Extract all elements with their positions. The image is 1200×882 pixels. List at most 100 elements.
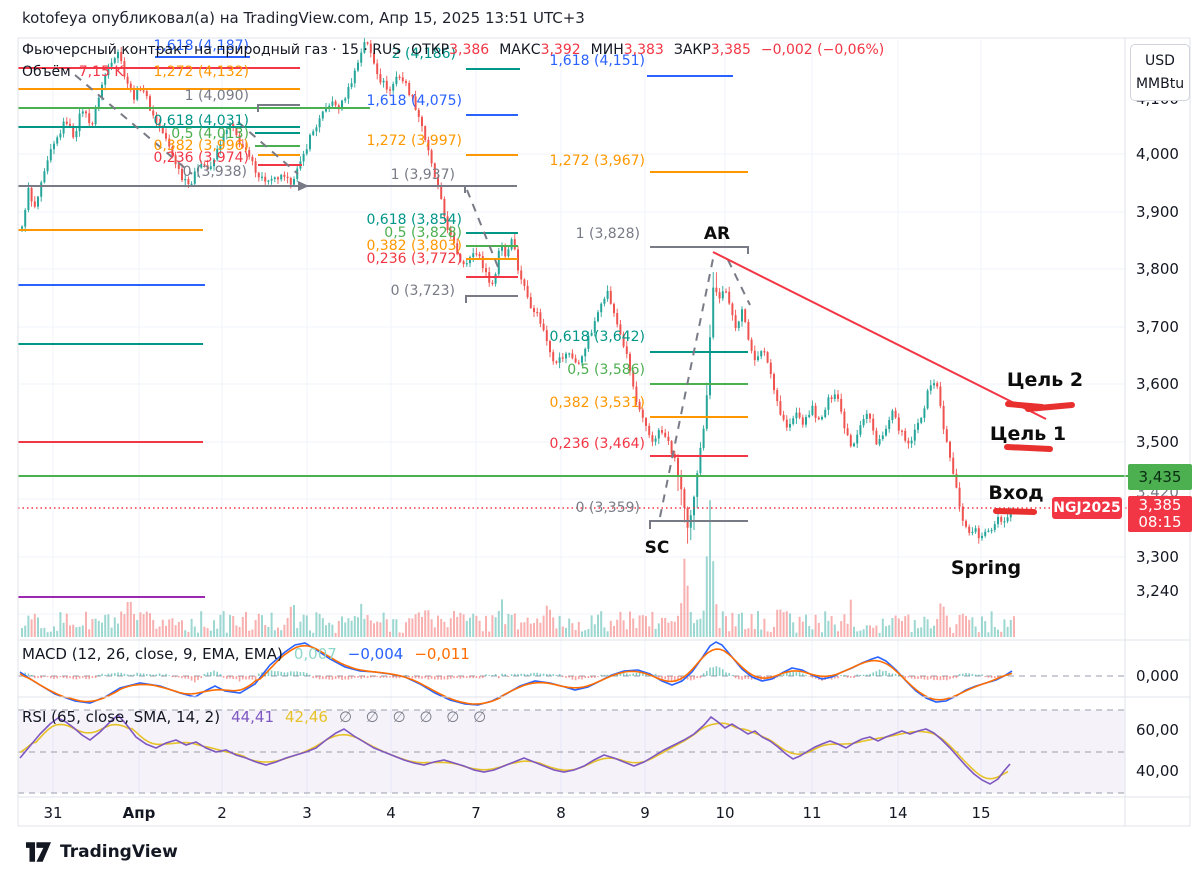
fib-level-label[interactable]: 1,618 (4,151): [549, 53, 645, 69]
ohlc-low: МИН3,383: [590, 42, 664, 58]
macd-title[interactable]: MACD (12, 26, close, 9, EMA, EMA): [22, 645, 283, 663]
gray-structures: [18, 74, 751, 529]
time-axis-label: 8: [556, 804, 566, 822]
annotation-target2[interactable]: Цель 2: [1006, 369, 1084, 391]
fib-level-label[interactable]: 2 (4,186): [392, 46, 456, 62]
red-markers: [993, 401, 1075, 515]
price-axis-label: 0,000: [1136, 667, 1179, 685]
time-axis-label: 2: [217, 804, 227, 822]
indicator-value: 44,41: [231, 708, 275, 726]
volume-label[interactable]: Объём: [22, 64, 71, 80]
horizontal-levels: [18, 475, 1128, 509]
footer-brand-label: TradingView: [60, 842, 178, 862]
annotation-ar[interactable]: AR: [703, 224, 731, 244]
price-axis-label: 3,500: [1136, 433, 1179, 451]
level-price-box-green: 3,435: [1128, 464, 1192, 490]
annotation-entry[interactable]: Вход: [988, 482, 1044, 504]
axis-unit-currency: USD: [1145, 53, 1175, 69]
rsi-pane: [19, 713, 1011, 785]
time-axis-label: 11: [802, 804, 822, 822]
rsi-empty-set-values: ∅ ∅ ∅ ∅ ∅ ∅: [338, 708, 487, 726]
macd-legend: MACD (12, 26, close, 9, EMA, EMA) 0,007 −0…: [22, 645, 470, 663]
indicator-value: 0,007: [293, 645, 337, 663]
time-axis-label: Апр: [122, 804, 156, 822]
fib-level-label[interactable]: 0,5 (3,586): [567, 362, 645, 378]
time-axis-label: 14: [888, 804, 908, 822]
legend-line1: Фьючерсный контракт на природный газ · 1…: [22, 40, 884, 60]
fib-level-label[interactable]: 0,5 (3,828): [384, 225, 462, 241]
price-axis-label: 3,700: [1136, 318, 1179, 336]
contract-badge[interactable]: NGJ2025: [1052, 497, 1122, 519]
fib-level-label[interactable]: 0,382 (3,803): [366, 238, 462, 254]
byline: kotofeya опубликовал(а) на TradingView.c…: [22, 9, 585, 27]
fib-level-label[interactable]: 0,5 (4,013): [171, 126, 249, 142]
price-axis-label: 3,900: [1136, 203, 1179, 221]
rsi-legend: RSI (65, close, SMA, 14, 2) 44,41 42,46 ∅ ∅…: [22, 708, 486, 726]
time-axis-label: 10: [715, 804, 735, 822]
fib-level-label[interactable]: 1,272 (3,997): [366, 133, 462, 149]
axis-unit-button[interactable]: USD MMBtu: [1130, 44, 1190, 101]
annotation-sc[interactable]: SC: [644, 538, 670, 558]
price-axis-label: 40,00: [1136, 762, 1179, 780]
fib-level-label[interactable]: 0 (3,938): [183, 164, 247, 180]
price-axis-label: 3,600: [1136, 375, 1179, 393]
fibonacci-labels: 1,618 (4,187) 1,272 (4,132) 1 (4,090) 0,618…: [153, 38, 645, 516]
annotation-target1[interactable]: Цель 1: [989, 423, 1067, 445]
fib-level-label[interactable]: 0,236 (3,772): [366, 251, 462, 267]
change-value: −0,002 (−0,06%): [760, 42, 885, 58]
indicator-value: 42,46: [285, 708, 328, 726]
frame-borders: [17, 37, 1191, 827]
axis-unit-measure: MMBtu: [1135, 76, 1185, 92]
volume-value: 7,15 K: [78, 64, 124, 80]
ohlc-open: ОТКР3,386: [411, 42, 490, 58]
rsi-title[interactable]: RSI (65, close, SMA, 14, 2): [22, 708, 221, 726]
macd-values: 0,007 −0,004 −0,011: [283, 645, 470, 663]
fib-level-label[interactable]: 0 (3,723): [391, 283, 455, 299]
rsi-values: 44,41 42,46: [220, 708, 328, 726]
price-axis-label: 3,800: [1136, 260, 1179, 278]
price-axis-label: 60,00: [1136, 721, 1179, 739]
fib-level-label[interactable]: 0,382 (3,996): [153, 138, 249, 154]
annotation-spring[interactable]: Spring: [950, 557, 1022, 579]
fibonacci-lines: [18, 56, 748, 598]
footer-brand[interactable]: TradingView: [26, 841, 178, 863]
ar-trendline: [712, 251, 1047, 420]
price-axis-label: 3,240: [1136, 582, 1179, 600]
fib-level-label[interactable]: 1,272 (4,132): [153, 64, 249, 80]
indicator-value: −0,011: [414, 645, 470, 663]
last-price-box: 3,385 08:15: [1128, 496, 1192, 532]
price-axis-label: 4,000: [1136, 145, 1179, 163]
macd-pane: [18, 641, 1125, 706]
grid-layer: [18, 40, 1125, 797]
chart-legend: Фьючерсный контракт на природный газ · 1…: [22, 40, 884, 82]
time-axis-label: 9: [640, 804, 650, 822]
price-axis-label: 3,300: [1136, 548, 1179, 566]
symbol-title[interactable]: Фьючерсный контракт на природный газ · 1…: [22, 42, 402, 58]
fib-level-label[interactable]: 1 (3,937): [391, 167, 455, 183]
tradingview-logo-icon: [26, 842, 51, 862]
time-axis-label: 31: [43, 804, 63, 822]
fib-level-label[interactable]: 1 (3,828): [576, 226, 640, 242]
fib-level-label[interactable]: 0,618 (3,854): [366, 212, 462, 228]
fib-level-label[interactable]: 1 (4,090): [185, 88, 249, 104]
rsi-band: [18, 709, 1125, 794]
fib-level-label[interactable]: 0,236 (3,974): [153, 150, 249, 166]
fib-level-label[interactable]: 0,618 (4,031): [153, 113, 249, 129]
fib-level-label[interactable]: 1,272 (3,967): [549, 153, 645, 169]
time-axis-label: 4: [386, 804, 396, 822]
fib-level-label[interactable]: 0,618 (3,642): [549, 329, 645, 345]
fib-level-label[interactable]: 0 (3,359): [576, 500, 640, 516]
time-axis-label: 3: [302, 804, 312, 822]
fib-level-label[interactable]: 1,618 (4,075): [366, 93, 462, 109]
volume-layer: [21, 500, 1015, 637]
ohlc-close: ЗАКР3,385: [673, 42, 751, 58]
fib-level-label[interactable]: 0,382 (3,531): [549, 395, 645, 411]
fib-level-label[interactable]: 1,618 (4,187): [153, 38, 249, 54]
fib-level-label[interactable]: 0,236 (3,464): [549, 436, 645, 452]
time-axis-label: 15: [971, 804, 991, 822]
time-axis-label: 7: [471, 804, 481, 822]
volume-row: Объём 7,15 K: [22, 62, 884, 82]
indicator-value: −0,004: [347, 645, 404, 663]
